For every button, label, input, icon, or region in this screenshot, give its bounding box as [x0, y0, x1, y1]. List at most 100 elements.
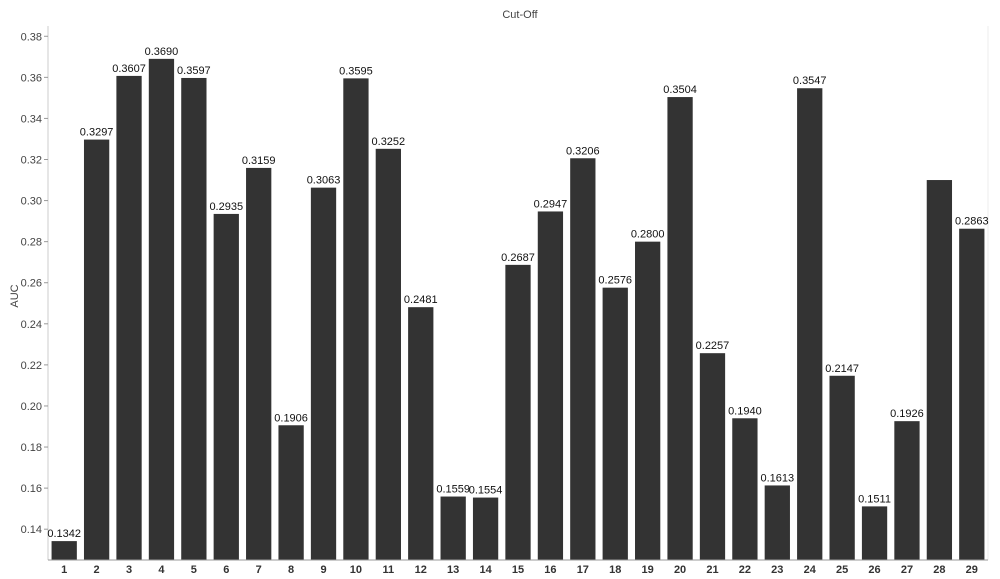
- x-tick-label: 16: [544, 564, 556, 576]
- bar: [310, 187, 337, 560]
- y-tick-label: 0.16: [21, 483, 42, 495]
- data-label: 0.1906: [274, 412, 308, 424]
- bar: [537, 211, 564, 560]
- y-axis-label: AUC: [9, 284, 21, 307]
- data-label: 0.2800: [631, 229, 665, 241]
- x-tick-label: 2: [94, 564, 100, 576]
- y-tick-label: 0.24: [21, 319, 42, 331]
- x-tick-label: 28: [933, 564, 945, 576]
- bar: [51, 541, 77, 560]
- data-label: 0.2481: [404, 294, 438, 306]
- bar: [505, 264, 531, 560]
- x-tick-label: 8: [288, 564, 294, 576]
- data-label: 0.1511: [858, 493, 891, 505]
- bar: [116, 75, 142, 561]
- x-tick-label: 6: [223, 564, 229, 576]
- data-label: 0.2935: [209, 201, 243, 213]
- data-label: 0.3297: [80, 127, 114, 139]
- data-label: 0.2947: [534, 198, 568, 210]
- x-tick-label: 5: [191, 564, 197, 576]
- x-tick-label: 27: [901, 564, 913, 576]
- x-tick-label: 25: [836, 564, 848, 576]
- y-tick-label: 0.32: [21, 155, 42, 167]
- bar: [213, 213, 239, 560]
- bar: [732, 418, 758, 560]
- x-tick-label: 1: [61, 564, 67, 576]
- data-label: 0.2147: [825, 363, 859, 375]
- y-tick-label: 0.20: [21, 401, 42, 413]
- x-tick-label: 20: [674, 564, 686, 576]
- data-label: 0.1342: [47, 528, 81, 540]
- data-label: 0.3595: [339, 65, 373, 77]
- data-label: 0.3159: [242, 155, 276, 167]
- data-label: 0.3597: [177, 65, 211, 77]
- bar: [181, 77, 207, 560]
- bar: [699, 353, 726, 560]
- data-label: 0.3063: [307, 175, 341, 187]
- bar: [472, 497, 499, 560]
- bar: [375, 148, 401, 560]
- data-label: 0.1554: [469, 485, 503, 497]
- y-tick-label: 0.14: [21, 524, 42, 536]
- y-tick-label: 0.30: [21, 196, 42, 208]
- bar: [440, 496, 466, 560]
- bar: [570, 158, 596, 560]
- y-tick-label: 0.26: [21, 278, 42, 290]
- x-tick-label: 17: [577, 564, 589, 576]
- x-tick-label: 15: [512, 564, 524, 576]
- y-tick-label: 0.22: [21, 360, 42, 372]
- data-label: 0.3206: [566, 145, 600, 157]
- bar: [408, 307, 434, 560]
- x-tick-label: 24: [804, 564, 817, 576]
- x-tick-label: 19: [642, 564, 654, 576]
- data-label: 0.3252: [372, 136, 406, 148]
- data-label: 0.2257: [696, 340, 730, 352]
- bar: [861, 506, 888, 560]
- data-label: 0.1926: [890, 408, 924, 420]
- bar: [602, 287, 628, 560]
- data-label: 0.2687: [501, 252, 535, 264]
- y-tick-label: 0.34: [21, 113, 42, 125]
- x-tick-label: 26: [868, 564, 880, 576]
- x-tick-label: 11: [383, 564, 395, 576]
- data-label: 0.2576: [598, 275, 632, 287]
- data-label: 0.1559: [436, 484, 470, 496]
- data-label: 0.1940: [728, 405, 762, 417]
- data-label: 0.3504: [663, 84, 697, 96]
- plot-area: 0.14 0.16 0.18 0.20 0.22 0.24 0.26 0.28 0.30 0.32…: [21, 26, 989, 576]
- x-tick-label: 14: [479, 564, 492, 576]
- bar: [148, 58, 175, 560]
- bar: [894, 421, 920, 560]
- bar: [926, 180, 953, 561]
- bar: [959, 228, 985, 561]
- data-label: 0.1613: [760, 472, 794, 484]
- chart-title: Cut-Off: [502, 9, 538, 21]
- x-tick-label: 7: [256, 564, 262, 576]
- bar: [764, 485, 790, 560]
- x-tick-label: 3: [126, 564, 132, 576]
- y-tick-label: 0.38: [21, 31, 42, 43]
- x-tick-label: 29: [966, 564, 978, 576]
- bar: [797, 88, 823, 560]
- bar: [83, 139, 110, 560]
- bar: [343, 78, 369, 560]
- x-tick-label: 13: [447, 564, 459, 576]
- bar: [246, 167, 272, 560]
- bar: [829, 375, 855, 560]
- data-label: 0.3607: [112, 63, 146, 75]
- bar: [635, 241, 661, 560]
- bar: [278, 425, 304, 560]
- data-label: 0.3547: [793, 75, 827, 87]
- x-tick-label: 12: [415, 564, 427, 576]
- y-tick-label: 0.28: [21, 237, 42, 249]
- data-label: 0.2863: [955, 216, 989, 228]
- x-tick-label: 10: [350, 564, 362, 576]
- x-tick-label: 4: [158, 564, 165, 576]
- y-tick-label: 0.18: [21, 442, 42, 454]
- data-label: 0.3690: [145, 46, 179, 58]
- x-tick-label: 9: [320, 564, 326, 576]
- x-tick-label: 22: [739, 564, 751, 576]
- y-tick-label: 0.36: [21, 72, 42, 84]
- bar: [667, 97, 693, 560]
